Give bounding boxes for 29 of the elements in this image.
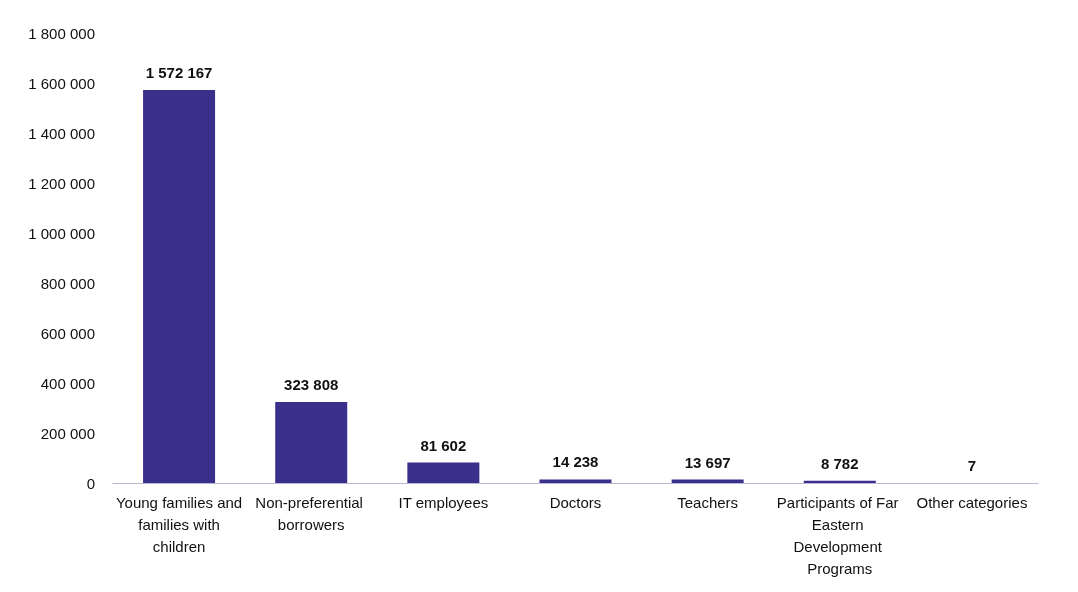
bar [803,480,876,483]
bar [143,89,216,483]
y-tick-label: 600 000 [40,324,95,342]
y-tick-label: 1 800 000 [28,24,95,42]
bar [275,402,348,483]
x-tick-label: Young families and families with children [115,493,243,555]
data-label: 8 782 [821,454,859,472]
x-tick-label: Other categories [916,493,1028,511]
y-tick-label: 1 600 000 [28,74,95,92]
y-tick-label: 200 000 [40,424,95,442]
bar [407,462,480,483]
x-tick-label: Participants of Far Eastern Development Programs [776,493,903,577]
x-tick-label: Non-preferential borrowers [255,493,368,533]
y-tick-label: 1 200 000 [28,174,95,192]
y-tick-label: 0 [86,474,95,492]
bar [539,479,612,483]
data-label: 14 238 [552,453,599,471]
data-label: 13 697 [684,453,731,471]
x-tick-label: Teachers [677,493,739,511]
data-label: 81 602 [420,436,467,454]
y-tick-label: 800 000 [40,274,95,292]
x-tick-label: IT employees [398,493,489,511]
x-tick-label: Doctors [549,493,602,511]
y-tick-label: 1 000 000 [28,224,95,242]
y-tick-label: 400 000 [40,374,95,392]
y-tick-label: 1 400 000 [28,124,95,142]
data-label: 7 [967,457,977,474]
data-label: 1 572 167 [145,63,213,81]
data-label: 323 808 [284,376,339,394]
